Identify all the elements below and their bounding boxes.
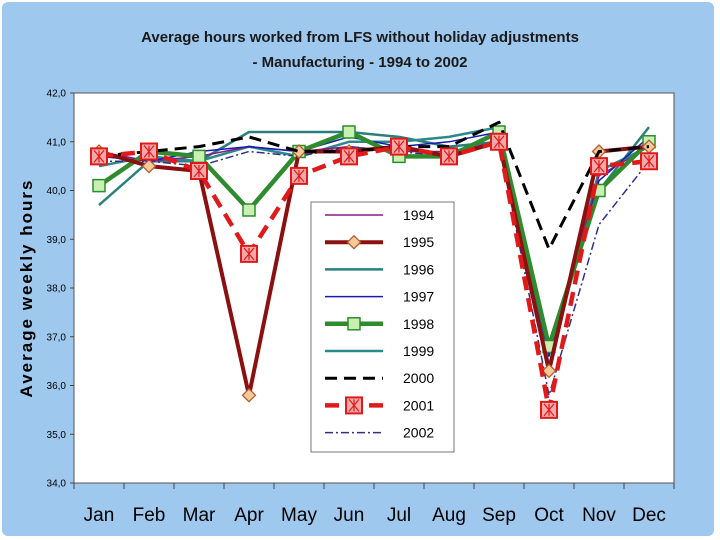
x-tick-label: Jul xyxy=(387,505,411,526)
x-tick-label: Jan xyxy=(84,505,115,526)
y-tick-label: 42,0 xyxy=(47,89,67,100)
x-tick-label: Jun xyxy=(334,505,365,526)
marker-cross xyxy=(243,247,255,261)
legend-item-1994: 1994 xyxy=(325,207,434,223)
point-marker-diamond xyxy=(346,234,362,250)
y-tick-label: 35,0 xyxy=(47,430,67,441)
legend-item-2001: 2001 xyxy=(325,396,434,415)
point-marker-xsquare xyxy=(290,166,308,185)
marker-cross xyxy=(348,399,360,412)
x-tick-label: Nov xyxy=(582,505,616,526)
y-axis-label: Average weekly hours xyxy=(17,179,36,398)
marker-cross xyxy=(593,159,605,173)
point-marker-xsquare xyxy=(345,396,363,415)
series-layer xyxy=(90,120,658,419)
point-marker-square xyxy=(342,125,356,139)
point-marker-xsquare xyxy=(240,244,258,263)
marker-cross xyxy=(143,145,155,158)
point-marker-square xyxy=(92,178,106,193)
point-marker-xsquare xyxy=(390,137,408,156)
marker-cross xyxy=(493,135,505,149)
legend-label: 2000 xyxy=(403,370,434,386)
y-tick-label: 40,0 xyxy=(47,186,67,197)
x-tick-label: Oct xyxy=(534,505,564,526)
legend-item-1996: 1996 xyxy=(325,261,434,277)
point-marker-xsquare xyxy=(190,162,208,180)
marker-cross xyxy=(193,164,205,178)
y-tick-label: 36,0 xyxy=(47,381,67,392)
point-marker-square xyxy=(192,149,206,164)
legend: 1994 1995 1996 1997 1998 1999 2000 2001 2002 xyxy=(325,207,434,441)
legend-item-1995: 1995 xyxy=(325,234,434,250)
y-tick-label: 41,0 xyxy=(47,137,67,148)
chart-title-line2: - Manufacturing - 1994 to 2002 xyxy=(252,54,467,71)
axes: 34,0 35,0 36,0 37,0 38,0 39,0 40,0 41,0 42,0 Jan F… xyxy=(47,89,675,526)
legend-label: 1994 xyxy=(403,207,434,223)
y-tick-label: 38,0 xyxy=(47,284,67,295)
point-marker-square xyxy=(347,317,361,331)
y-tick-label: 37,0 xyxy=(47,332,67,343)
legend-label: 1997 xyxy=(403,289,434,305)
legend-label: 2001 xyxy=(403,397,434,413)
point-marker-xsquare xyxy=(640,152,658,171)
point-marker-xsquare xyxy=(340,147,358,166)
y-tick-label: 39,0 xyxy=(47,235,67,246)
y-tick-label: 34,0 xyxy=(47,479,67,490)
point-marker-xsquare xyxy=(490,132,508,151)
marker-cross xyxy=(93,149,105,163)
x-tick-label: May xyxy=(281,505,317,526)
point-marker-xsquare xyxy=(590,157,608,176)
marker-cross xyxy=(343,149,355,163)
point-marker-xsquare xyxy=(90,147,108,166)
point-marker-xsquare xyxy=(540,400,558,419)
legend-item-1998: 1998 xyxy=(325,316,434,332)
chart-title-line1: Average hours worked from LFS without ho… xyxy=(141,29,579,46)
x-tick-label: Dec xyxy=(632,505,666,526)
legend-label: 1996 xyxy=(403,261,434,277)
legend-item-2000: 2000 xyxy=(325,370,434,386)
legend-label: 1998 xyxy=(403,316,434,332)
x-tick-label: Sep xyxy=(482,505,516,526)
legend-label: 1999 xyxy=(403,343,434,359)
legend-item-2002: 2002 xyxy=(325,425,434,441)
marker-cross xyxy=(543,403,555,417)
point-marker-diamond xyxy=(541,363,557,379)
legend-label: 1995 xyxy=(403,234,434,250)
x-tick-label: Aug xyxy=(432,505,466,526)
x-tick-label: Mar xyxy=(183,505,216,526)
point-marker-xsquare xyxy=(140,142,158,161)
legend-item-1999: 1999 xyxy=(325,343,434,359)
legend-label: 2002 xyxy=(403,425,434,441)
legend-item-1997: 1997 xyxy=(325,289,434,305)
marker-cross xyxy=(443,149,455,163)
point-marker-diamond xyxy=(241,387,257,403)
x-tick-label: Apr xyxy=(234,505,264,526)
marker-cross xyxy=(643,154,655,168)
marker-cross xyxy=(293,169,305,183)
point-marker-xsquare xyxy=(440,147,458,166)
point-marker-diamond xyxy=(141,158,157,174)
series-line-1998 xyxy=(97,129,651,349)
marker-cross xyxy=(393,140,405,154)
x-tick-label: Feb xyxy=(133,505,166,526)
series-2001 xyxy=(90,132,658,419)
point-marker-square xyxy=(242,203,256,217)
